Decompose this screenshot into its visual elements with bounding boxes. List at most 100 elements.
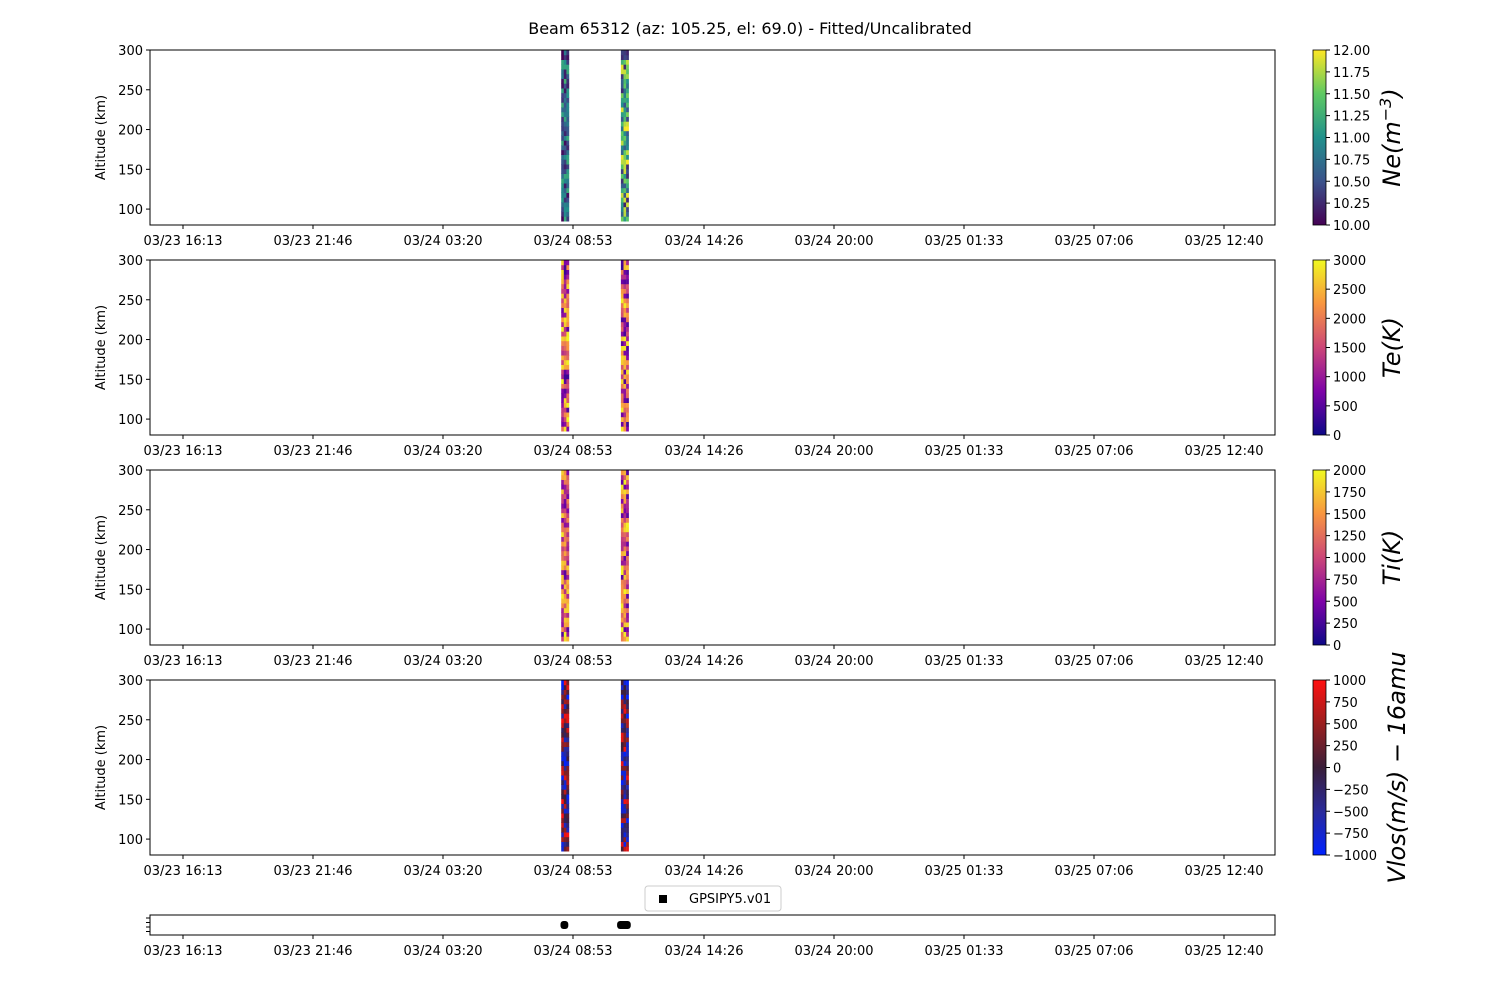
- ne-cell: [561, 126, 564, 132]
- ti-ytick-label: 100: [118, 623, 143, 638]
- ti-xtick-label: 03/24 20:00: [794, 654, 873, 669]
- ti-cell: [623, 565, 627, 571]
- vlos-cell: [626, 713, 629, 719]
- te-cell: [561, 340, 564, 346]
- ti-cell: [566, 536, 570, 542]
- vlos-cell: [623, 798, 627, 804]
- te-cell: [626, 412, 629, 418]
- ti-cell: [620, 565, 624, 571]
- ti-cell: [566, 541, 570, 547]
- ne-cell: [563, 173, 567, 179]
- vlos-cell: [623, 694, 627, 700]
- ti-cell: [566, 565, 570, 571]
- ne-cell: [626, 211, 629, 217]
- vlos-cell: [566, 817, 570, 823]
- ne-colorbar-tick-label: 10.00: [1333, 219, 1370, 234]
- te-cell: [563, 407, 567, 413]
- ne-cell: [563, 50, 567, 56]
- te-cell: [620, 274, 624, 280]
- timeline-xtick-label: 03/25 01:33: [924, 944, 1003, 959]
- vlos-cell: [561, 765, 564, 771]
- vlos-cell: [561, 737, 564, 743]
- ne-cell: [563, 54, 567, 60]
- ne-cell: [626, 111, 629, 117]
- ne-cell: [561, 111, 564, 117]
- ne-cell: [566, 97, 570, 103]
- ne-cell: [566, 102, 570, 108]
- te-cell: [623, 269, 627, 275]
- vlos-cell: [563, 836, 567, 842]
- te-cell: [566, 264, 570, 270]
- ti-cell: [623, 569, 627, 575]
- vlos-cell: [561, 803, 564, 809]
- te-data-column-0: [561, 260, 570, 432]
- ti-cell: [563, 541, 567, 547]
- vlos-cell: [563, 708, 567, 714]
- ti-cell: [626, 527, 629, 533]
- ne-cell: [626, 126, 629, 132]
- ti-cell: [626, 598, 629, 604]
- ne-cell: [620, 102, 624, 108]
- te-cell: [626, 293, 629, 299]
- vlos-ytick-label: 250: [118, 714, 143, 729]
- te-cell: [563, 426, 567, 432]
- panel-ti: 100 150 200 250 300 Altitude (km) 0 250 500 750 10…: [94, 464, 1406, 669]
- ne-cell: [623, 178, 627, 184]
- ne-cell: [626, 192, 629, 198]
- ti-cell: [566, 603, 570, 609]
- ne-cell: [561, 107, 564, 113]
- ti-cell: [623, 579, 627, 585]
- vlos-cell: [566, 756, 570, 762]
- ti-cell: [626, 512, 629, 518]
- timeline-xtick-label: 03/24 20:00: [794, 944, 873, 959]
- te-cell: [623, 321, 627, 327]
- ne-xtick-label: 03/24 03:20: [403, 234, 482, 249]
- vlos-cell: [626, 737, 629, 743]
- te-cell: [563, 312, 567, 318]
- ti-cell: [561, 622, 564, 628]
- vlos-cell: [563, 727, 567, 733]
- ne-cell: [563, 178, 567, 184]
- ti-cell: [623, 479, 627, 485]
- ti-cell: [561, 612, 564, 618]
- ti-cell: [563, 508, 567, 514]
- ne-cell: [620, 159, 624, 165]
- ti-cell: [626, 636, 629, 642]
- vlos-cell: [561, 746, 564, 752]
- ne-cell: [566, 140, 570, 146]
- te-cell: [563, 288, 567, 294]
- ti-cell: [623, 622, 627, 628]
- vlos-cell: [563, 794, 567, 800]
- ti-cell: [626, 546, 629, 552]
- ti-cell: [620, 560, 624, 566]
- ti-cell: [561, 617, 564, 623]
- te-xtick-label: 03/23 21:46: [273, 444, 352, 459]
- ti-data-column-1: [620, 470, 629, 642]
- ne-cell: [563, 59, 567, 65]
- te-cell: [623, 369, 627, 375]
- ti-cell: [626, 489, 629, 495]
- te-cell: [561, 264, 564, 270]
- vlos-cell: [561, 708, 564, 714]
- ti-cell: [623, 503, 627, 509]
- te-colorbar-label: Te(K): [1378, 317, 1406, 378]
- te-cell: [566, 274, 570, 280]
- te-cell: [620, 350, 624, 356]
- ne-cell: [626, 216, 629, 222]
- te-cell: [623, 383, 627, 389]
- ne-cell: [623, 197, 627, 203]
- ti-cell: [626, 579, 629, 585]
- ti-cell: [620, 503, 624, 509]
- ne-cell: [623, 97, 627, 103]
- ti-cell: [620, 474, 624, 480]
- vlos-colorbar: −1000 −750 −500 −250 0 250 500 750 1000 Vlos(m/s)…: [1312, 651, 1411, 884]
- ti-cell: [620, 470, 624, 476]
- ti-xtick-label: 03/23 16:13: [143, 654, 222, 669]
- panel-timeline: GPSIPY5.v01 03/23 16:13 03/23 21:46 03/24 0…: [143, 885, 1276, 959]
- ne-cell: [566, 83, 570, 89]
- vlos-xtick-label: 03/24 20:00: [794, 864, 873, 879]
- vlos-cell: [566, 746, 570, 752]
- ti-cell: [561, 560, 564, 566]
- ti-cell: [563, 560, 567, 566]
- ti-colorbar-tick-label: 750: [1333, 573, 1358, 588]
